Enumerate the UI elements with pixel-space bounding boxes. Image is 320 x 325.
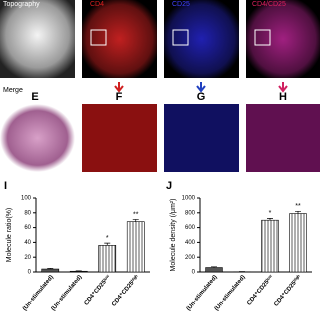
x-tick-label: CD4⁺CD25ˡᵒʷ: [83, 273, 113, 306]
x-tick-label: CD4⁺CD25ˡᵒʷ: [246, 273, 276, 306]
x-tick-label: CD4⁺CD25ʰⁱᵍʰ: [109, 272, 141, 308]
panel-label: G: [197, 91, 206, 103]
y-tick-label: 0: [192, 270, 196, 276]
y-tick-label: 600: [185, 225, 196, 231]
x-tick-label: (Un-stimulated): [22, 274, 55, 312]
x-tick-label: (Un-stimulated): [186, 274, 219, 312]
image-cd25: [164, 0, 239, 78]
bar: [70, 271, 87, 272]
image-f: [82, 104, 157, 172]
image-g: [164, 104, 239, 172]
arrow: [197, 82, 205, 91]
y-tick-label: 100: [21, 196, 32, 202]
panel-label: E: [31, 91, 38, 103]
image-h: [246, 104, 320, 172]
panel-label: H: [279, 91, 287, 103]
panel-label: I: [4, 180, 7, 192]
bar: [42, 269, 59, 272]
significance: *: [269, 210, 272, 217]
significance: **: [295, 203, 301, 210]
y-axis-label: Molecule ratio(%): [6, 208, 13, 262]
error-bar: [133, 219, 139, 221]
y-tick-label: 80: [24, 210, 31, 216]
y-tick-label: 0: [28, 270, 32, 276]
bar: [290, 214, 307, 272]
panel-label: J: [166, 180, 172, 192]
y-axis-label: Molecule density (/μm²): [170, 199, 177, 272]
image-cd4: [82, 0, 157, 78]
x-tick-label: (Un-stimulated): [214, 274, 247, 312]
image-label: CD25: [172, 1, 190, 8]
bar: [206, 268, 223, 272]
image-label: CD4/CD25: [252, 1, 286, 8]
image-label: Topography: [3, 1, 40, 8]
image-label: CD4: [90, 1, 104, 8]
y-tick-label: 1000: [182, 196, 196, 202]
arrow: [115, 82, 123, 91]
significance: **: [133, 211, 139, 218]
image-merge: [246, 0, 320, 78]
y-tick-label: 200: [185, 255, 196, 261]
significance: *: [106, 235, 109, 242]
panel-label: F: [116, 91, 123, 103]
y-tick-label: 60: [24, 225, 31, 231]
y-tick-label: 400: [185, 240, 196, 246]
image-merge-e: [0, 104, 75, 172]
image-topography: [0, 0, 75, 78]
image-label: Merge: [3, 87, 23, 94]
arrow: [279, 82, 287, 91]
bar: [262, 220, 279, 272]
x-tick-label: (Un-stimulated): [51, 274, 84, 312]
bar: [99, 245, 116, 272]
y-tick-label: 40: [24, 240, 31, 246]
x-tick-label: CD4⁺CD25ʰⁱᵍʰ: [271, 272, 303, 308]
error-bar: [295, 211, 301, 213]
bar: [127, 222, 144, 272]
y-tick-label: 20: [24, 255, 31, 261]
y-tick-label: 800: [185, 210, 196, 216]
error-bar: [104, 243, 110, 245]
